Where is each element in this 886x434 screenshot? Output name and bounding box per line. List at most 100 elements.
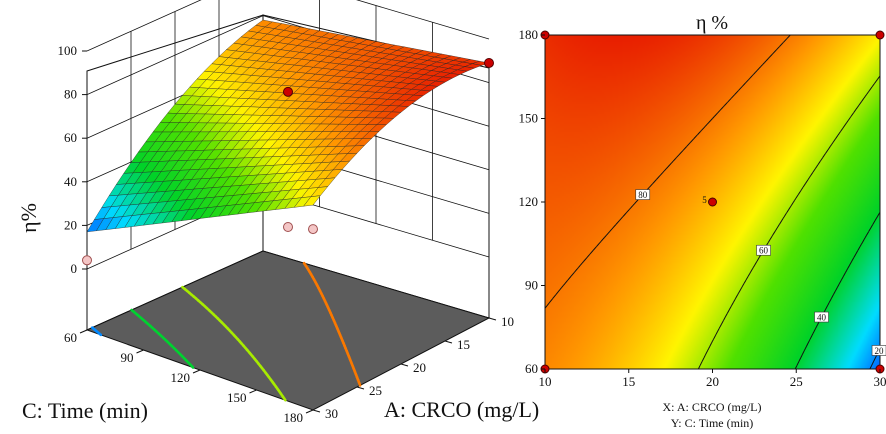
contour-line-segment — [831, 294, 834, 299]
contour-line-segment — [847, 264, 851, 270]
contour-line-segment — [678, 153, 681, 156]
contour-line-segment — [810, 172, 814, 177]
surface-design-point — [82, 255, 92, 266]
contour-line-segment — [802, 183, 806, 188]
contour-line-segment — [718, 326, 721, 329]
contour-y-tick-label: 150 — [519, 111, 539, 126]
contour-line-segment — [846, 268, 848, 271]
contour-line-segment — [633, 201, 637, 205]
contour-line-segment — [855, 250, 859, 255]
contour-line-segment — [860, 97, 865, 103]
contour-x-label: X: A: CRCO (mg/L) — [662, 400, 761, 414]
contour-line-segment — [849, 261, 853, 265]
contour-line-segment — [671, 160, 674, 164]
y-axis-label-3d: C: Time (min) — [22, 398, 148, 423]
contour-line-segment — [672, 158, 676, 162]
contour-line-segment — [578, 264, 581, 268]
floor-contour-segment — [282, 397, 287, 402]
contour-line-segment — [853, 253, 857, 258]
contour-line-segment — [697, 365, 701, 369]
contour-y-ticks: 60 90 120 150 180 — [519, 27, 545, 376]
contour-line-segment — [858, 101, 862, 106]
contour-line-segment — [747, 273, 751, 277]
contour-line-segment — [583, 258, 587, 262]
contour-line-segment — [864, 94, 868, 97]
surface-design-point — [308, 224, 318, 235]
contour-line-segment — [846, 120, 849, 124]
contour-line-segment — [809, 335, 813, 340]
contour-line-segment — [755, 70, 758, 73]
surface-design-point — [283, 86, 293, 97]
contour-line-segment — [748, 78, 751, 80]
response-surface — [86, 19, 490, 233]
contour-line-segment — [782, 38, 788, 43]
contour-line-segment — [737, 292, 739, 296]
contour-line-segment — [790, 201, 794, 206]
contour-line-segment — [782, 216, 785, 219]
contour-line-segment — [813, 327, 817, 333]
x-tick-label-3d: 30 — [325, 406, 338, 421]
contour-line-segment — [703, 126, 706, 129]
z-tick-label: 100 — [58, 43, 78, 58]
contour-line-segment — [771, 235, 774, 237]
contour-line-segment — [652, 179, 657, 184]
contour-line-segment — [609, 228, 613, 233]
contour-design-point — [708, 197, 717, 207]
contour-line-segment — [840, 277, 844, 281]
contour-x-tick-label: 30 — [874, 374, 886, 389]
contour-line-segment — [699, 362, 702, 366]
contour-line-segment — [767, 56, 770, 59]
contour-line-segment — [703, 355, 706, 359]
contour-line-segment — [704, 353, 707, 356]
contour-line-segment — [769, 235, 773, 240]
contour-line-segment — [828, 298, 832, 303]
contour-line-segment — [626, 209, 630, 213]
contour-line-segment — [801, 186, 804, 190]
contour-line-segment — [868, 227, 872, 232]
contour-line-segment — [765, 58, 769, 62]
contour-line-segment — [850, 112, 854, 117]
contour-line-segment — [715, 331, 718, 335]
contour-line-segment — [669, 162, 672, 166]
contour-line-segment — [563, 283, 566, 286]
contour-line-segment — [712, 116, 715, 119]
contour-line-segment — [566, 279, 569, 282]
contour-line-segment — [823, 153, 826, 156]
contour-x-tick-label: 15 — [622, 374, 635, 389]
contour-line-segment — [775, 49, 777, 51]
contour-line-segment — [871, 85, 873, 88]
contour-line-segment — [807, 340, 810, 344]
surface-design-point — [484, 57, 494, 68]
contour-line-segment — [857, 246, 861, 251]
z-tick-label: 40 — [64, 174, 77, 189]
contour-line-segment — [872, 82, 876, 87]
contour-line-segment — [767, 238, 771, 243]
contour-line-segment — [693, 134, 698, 139]
contour-line-segment — [570, 272, 575, 277]
contour-line-segment — [707, 348, 710, 351]
contour-line-segment — [738, 290, 741, 294]
contour-x-ticks: 10 15 20 25 30 — [539, 369, 886, 389]
contour-line-segment — [756, 68, 760, 71]
contour-line-segment — [827, 301, 830, 306]
x-tick-label-3d: 15 — [457, 337, 470, 352]
contour-line-segment — [726, 309, 730, 314]
contour-line-segment — [696, 134, 698, 136]
contour-line-segment — [585, 257, 588, 260]
contour-line-segment — [741, 82, 746, 87]
contour-line-segment — [612, 224, 617, 229]
y-tick-mark-3d — [249, 389, 257, 394]
contour-line-segment — [762, 62, 765, 66]
contour-line-segment — [872, 361, 875, 364]
contour-line-segment — [797, 361, 800, 364]
contour-line-segment — [632, 203, 635, 207]
contour-line-segment — [796, 362, 799, 366]
y-tick-label-3d: 120 — [171, 370, 191, 385]
contour-line-segment — [836, 284, 840, 288]
contour-line-segment — [662, 170, 665, 173]
contour-label: 80 — [638, 190, 648, 200]
contour-line-segment — [611, 227, 614, 230]
contour-line-segment — [863, 237, 866, 240]
contour-line-segment — [548, 301, 551, 304]
